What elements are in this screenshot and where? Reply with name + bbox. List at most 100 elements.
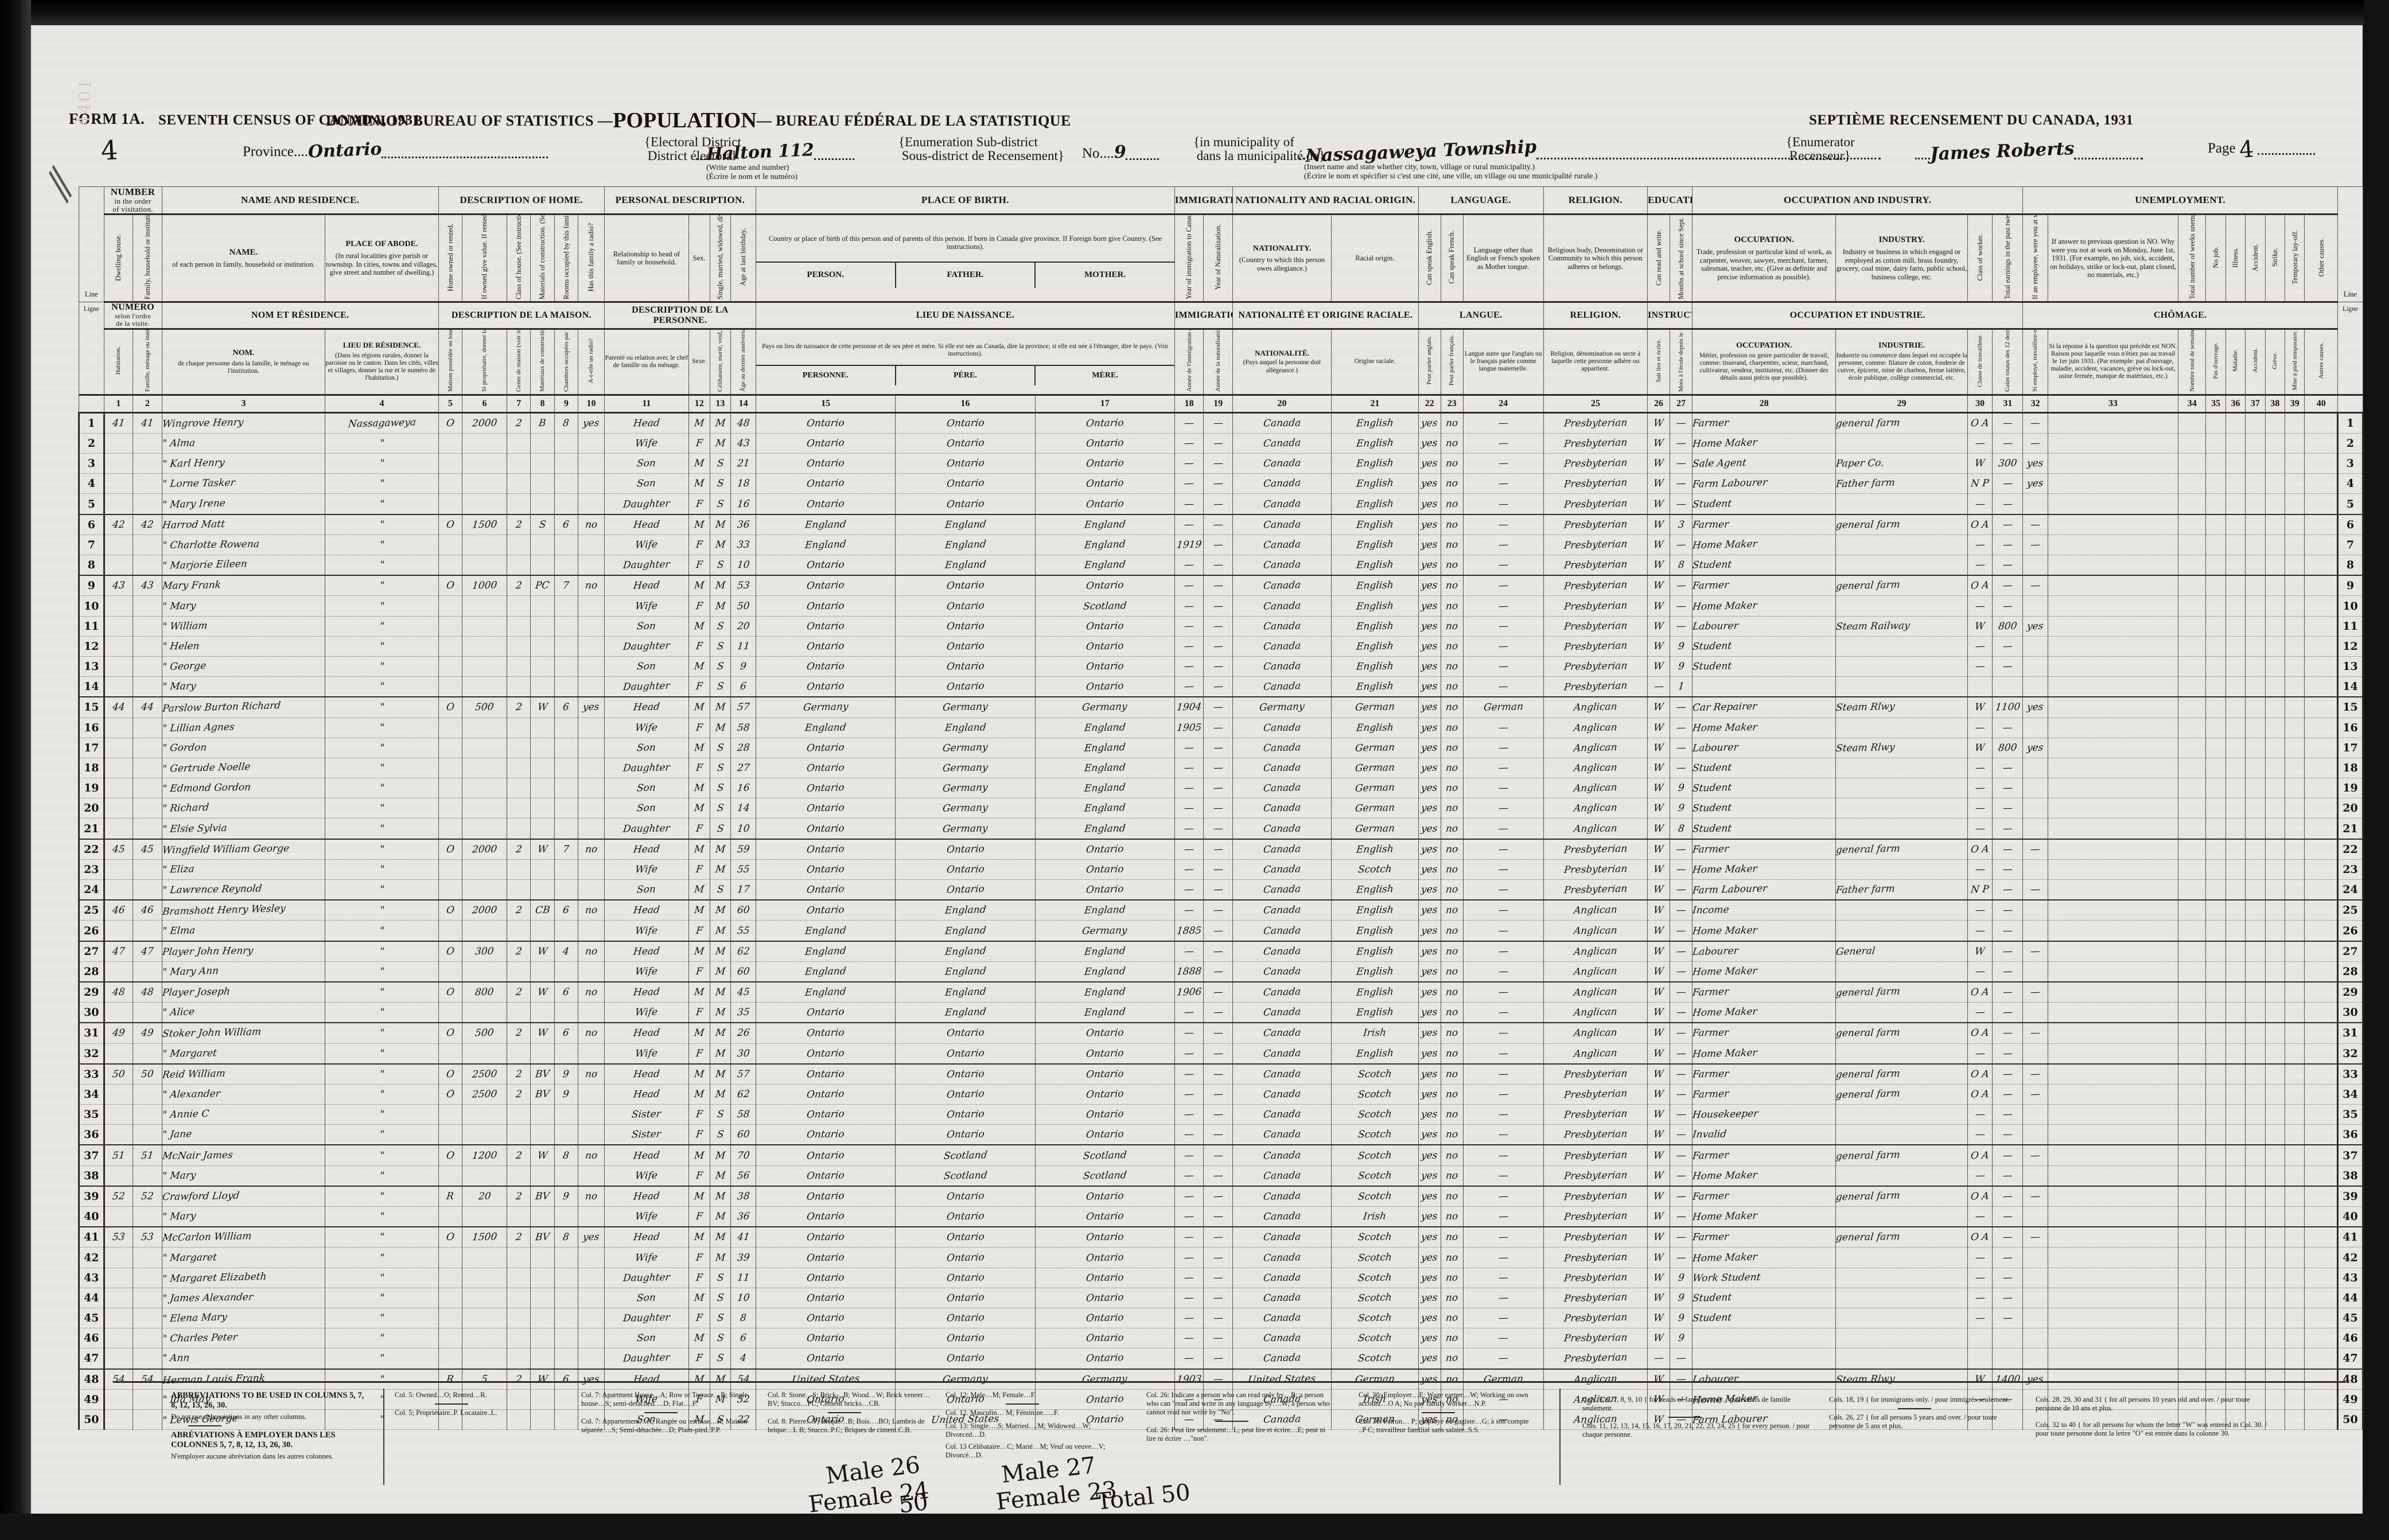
cell-c24[interactable]: — bbox=[1462, 1185, 1544, 1207]
cell-c34[interactable] bbox=[2178, 1083, 2207, 1105]
cell-family[interactable]: 49 bbox=[133, 1022, 162, 1044]
cell-c39[interactable] bbox=[2285, 1348, 2305, 1370]
cell-c8[interactable] bbox=[530, 1328, 555, 1349]
cell-c21[interactable]: Scotch bbox=[1331, 1165, 1419, 1187]
cell-c25[interactable]: Anglican bbox=[1543, 1409, 1648, 1430]
cell-c15[interactable]: Ontario bbox=[755, 737, 896, 758]
cell-c13[interactable]: M bbox=[709, 1389, 732, 1410]
cell-c28[interactable]: Labourer bbox=[1692, 940, 1837, 962]
cell-c39[interactable] bbox=[2285, 1124, 2305, 1145]
cell-name[interactable]: " Gertrude Noelle bbox=[161, 757, 326, 779]
cell-c8[interactable] bbox=[530, 453, 555, 474]
cell-c21[interactable]: English bbox=[1331, 961, 1419, 983]
cell-c29[interactable] bbox=[1835, 899, 1968, 921]
cell-c15[interactable]: Ontario bbox=[755, 1043, 896, 1065]
cell-c15[interactable]: Ontario bbox=[755, 818, 896, 840]
cell-c10[interactable] bbox=[578, 879, 605, 900]
cell-c19[interactable]: — bbox=[1203, 717, 1233, 738]
cell-c35[interactable] bbox=[2205, 1185, 2226, 1207]
cell-c27[interactable]: — bbox=[1670, 412, 1693, 434]
cell-c31[interactable]: — bbox=[1992, 818, 2024, 840]
table-row[interactable]: 34 " Alexander " O 2500 2 BV 9 Head M M 62 Ontario On… bbox=[78, 1083, 2364, 1105]
cell-c11[interactable]: Head bbox=[604, 412, 689, 434]
cell-c35[interactable] bbox=[2205, 940, 2226, 962]
cell-c35[interactable] bbox=[2205, 1063, 2226, 1085]
cell-c36[interactable] bbox=[2225, 940, 2246, 962]
cell-c15[interactable]: Ontario bbox=[755, 1002, 896, 1023]
cell-c26[interactable]: W bbox=[1647, 1022, 1671, 1044]
cell-c12[interactable]: M bbox=[688, 798, 710, 819]
cell-c32[interactable] bbox=[2022, 1002, 2048, 1023]
cell-c40[interactable] bbox=[2304, 981, 2338, 1003]
cell-c19[interactable]: — bbox=[1203, 1043, 1233, 1065]
cell-c16[interactable]: Ontario bbox=[895, 1307, 1036, 1329]
cell-c20[interactable]: Canada bbox=[1232, 615, 1332, 637]
table-row[interactable]: 23 " Eliza " Wife F M 55 Ontario Ontario Ontario —… bbox=[78, 859, 2364, 880]
cell-c39[interactable] bbox=[2285, 656, 2305, 677]
cell-c36[interactable] bbox=[2225, 778, 2246, 799]
cell-c35[interactable] bbox=[2205, 961, 2226, 983]
cell-c38[interactable] bbox=[2265, 981, 2286, 1003]
cell-c6[interactable]: 1200 bbox=[462, 1144, 508, 1166]
cell-c24[interactable]: — bbox=[1462, 656, 1544, 677]
cell-c38[interactable] bbox=[2265, 1063, 2286, 1085]
cell-c12[interactable]: F bbox=[688, 1206, 710, 1227]
cell-c14[interactable]: 45 bbox=[730, 981, 756, 1003]
cell-c31[interactable]: — bbox=[1992, 1287, 2024, 1308]
cell-c6[interactable] bbox=[462, 1124, 508, 1145]
cell-c9[interactable]: 8 bbox=[554, 412, 579, 434]
cell-c35[interactable] bbox=[2205, 1104, 2226, 1125]
cell-c39[interactable] bbox=[2285, 636, 2305, 657]
cell-c30[interactable]: N P bbox=[1967, 879, 1993, 900]
cell-c22[interactable]: yes bbox=[1418, 1348, 1441, 1370]
cell-c25[interactable]: Presbyterian bbox=[1543, 838, 1648, 860]
cell-c22[interactable]: yes bbox=[1418, 961, 1441, 983]
cell-c18[interactable]: — bbox=[1174, 615, 1204, 637]
cell-c24[interactable]: — bbox=[1462, 1267, 1544, 1288]
cell-family[interactable] bbox=[133, 676, 162, 697]
cell-family[interactable] bbox=[133, 1124, 162, 1145]
cell-name[interactable]: Player John Henry bbox=[161, 940, 326, 962]
cell-name[interactable]: " Richard bbox=[161, 798, 326, 819]
cell-c14[interactable]: 21 bbox=[730, 453, 756, 474]
cell-c15[interactable]: England bbox=[755, 940, 896, 962]
cell-c38[interactable] bbox=[2265, 575, 2286, 596]
cell-c5[interactable] bbox=[438, 1348, 463, 1370]
cell-c26[interactable]: W bbox=[1647, 595, 1671, 617]
cell-c26[interactable]: W bbox=[1647, 656, 1671, 677]
cell-c17[interactable]: Ontario bbox=[1034, 453, 1175, 474]
cell-c20[interactable]: Canada bbox=[1232, 534, 1332, 556]
cell-c34[interactable] bbox=[2178, 1144, 2207, 1166]
cell-c30[interactable]: O A bbox=[1967, 1144, 1993, 1166]
cell-c8[interactable]: W bbox=[530, 1368, 555, 1390]
cell-c20[interactable]: Canada bbox=[1232, 879, 1332, 900]
cell-dwelling[interactable] bbox=[103, 818, 134, 840]
cell-c31[interactable]: — bbox=[1992, 798, 2024, 819]
cell-c27[interactable]: — bbox=[1670, 595, 1693, 617]
cell-c35[interactable] bbox=[2205, 676, 2226, 697]
cell-c23[interactable]: no bbox=[1440, 513, 1464, 535]
cell-family[interactable] bbox=[133, 798, 162, 819]
cell-name[interactable]: " Mary Ann bbox=[161, 961, 326, 983]
cell-c17[interactable]: England bbox=[1034, 737, 1175, 758]
cell-c39[interactable] bbox=[2285, 513, 2305, 535]
cell-c16[interactable]: Ontario bbox=[895, 1206, 1036, 1227]
cell-c28[interactable]: Student bbox=[1692, 1307, 1837, 1329]
cell-c18[interactable]: — bbox=[1174, 1104, 1204, 1125]
cell-c36[interactable] bbox=[2225, 1287, 2246, 1308]
cell-c29[interactable]: general farm bbox=[1835, 513, 1968, 535]
cell-c33[interactable] bbox=[2047, 432, 2179, 454]
cell-c29[interactable] bbox=[1835, 1002, 1968, 1023]
cell-c18[interactable]: — bbox=[1174, 859, 1204, 880]
cell-c39[interactable] bbox=[2285, 1287, 2305, 1308]
cell-c12[interactable]: M bbox=[688, 696, 710, 718]
cell-dwelling[interactable] bbox=[103, 1307, 134, 1329]
cell-c37[interactable] bbox=[2245, 940, 2266, 962]
cell-c33[interactable] bbox=[2047, 696, 2179, 718]
cell-c34[interactable] bbox=[2178, 575, 2207, 596]
cell-c5[interactable] bbox=[438, 1247, 463, 1268]
cell-c32[interactable] bbox=[2022, 961, 2048, 983]
cell-c39[interactable] bbox=[2285, 1307, 2305, 1329]
table-row[interactable]: 27 47 47 Player John Henry " O 300 2 W 4 no Head M M 6… bbox=[78, 940, 2364, 962]
cell-c40[interactable] bbox=[2304, 555, 2338, 576]
